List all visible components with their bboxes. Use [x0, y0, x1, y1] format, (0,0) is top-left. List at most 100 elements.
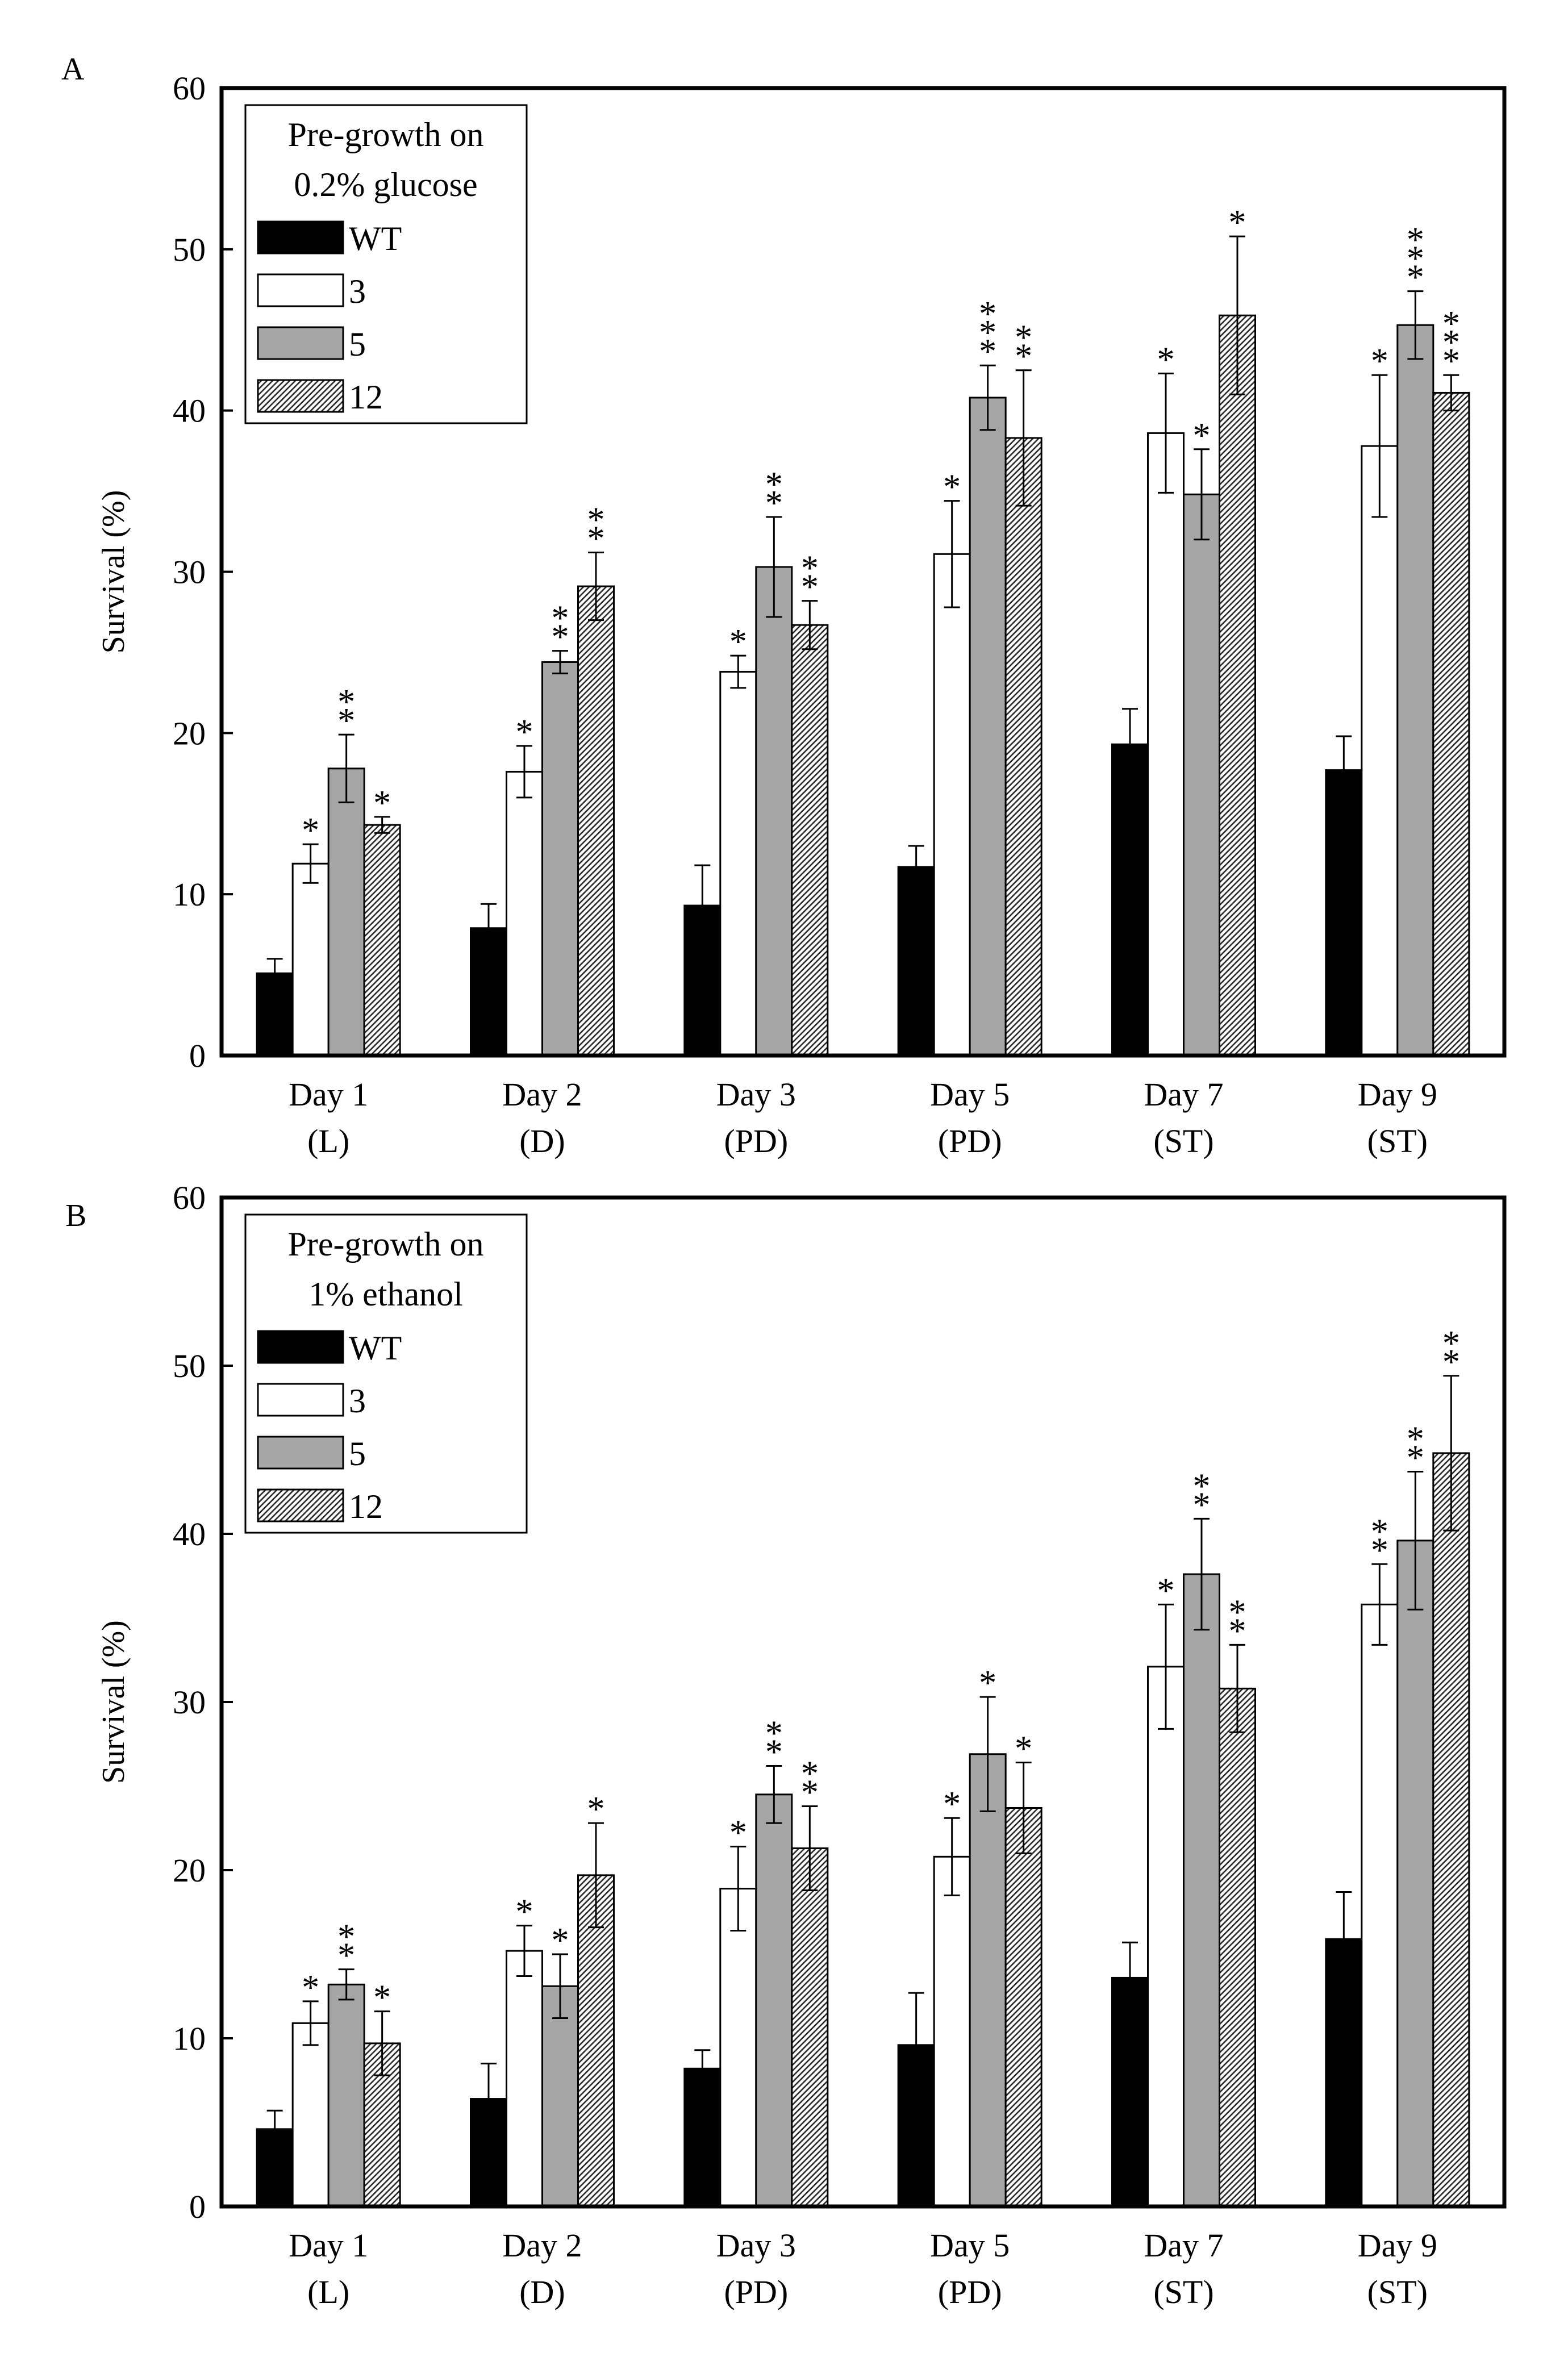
significance-star: *	[516, 713, 533, 752]
x-category-sublabel: (D)	[519, 1123, 565, 1159]
y-tick-label: 20	[173, 1852, 206, 1889]
y-tick-label: 0	[189, 1037, 206, 1074]
bar-12-4	[1219, 314, 1256, 1057]
legend-swatch-3	[257, 1383, 344, 1417]
significance-star: *	[1157, 1571, 1175, 1610]
significance-star: *	[1442, 323, 1460, 362]
bar-5-4	[1183, 1573, 1220, 2208]
significance-star: *	[552, 618, 569, 657]
significance-star: *	[943, 1785, 961, 1824]
bar-wt-5	[1325, 769, 1363, 1057]
x-category-label: Day 2	[502, 1076, 582, 1113]
bar-5-1	[541, 661, 579, 1057]
legend-swatch-wt	[257, 220, 344, 255]
significance-star: *	[1371, 1531, 1388, 1570]
significance-star: *	[1407, 1420, 1424, 1458]
x-category-label: Day 9	[1358, 2227, 1437, 2264]
significance-star: *	[337, 1937, 355, 1975]
legend-title-line1: Pre-growth on	[288, 116, 484, 153]
bar-5-5	[1396, 1540, 1434, 2208]
legend-swatch-5	[257, 326, 344, 360]
significance-star: *	[1157, 340, 1175, 379]
significance-star: *	[1371, 342, 1388, 381]
legend-swatch-12	[257, 1488, 344, 1522]
significance-star: *	[1015, 319, 1032, 357]
significance-star: *	[765, 1733, 783, 1771]
significance-star: *	[587, 500, 605, 539]
legend-label-12: 12	[349, 378, 383, 416]
x-category-sublabel: (L)	[307, 2273, 349, 2310]
legend-box	[244, 104, 528, 424]
x-category-label: Day 9	[1358, 1076, 1437, 1113]
bar-3-1	[506, 770, 543, 1057]
x-category-label: Day 1	[289, 1076, 368, 1113]
bar-3-5	[1361, 445, 1399, 1057]
bar-wt-2	[683, 2067, 722, 2208]
y-tick-label: 50	[173, 231, 206, 268]
x-category-sublabel: (ST)	[1367, 2273, 1428, 2310]
significance-star: *	[979, 332, 996, 371]
significance-star: *	[1407, 240, 1424, 278]
x-category-label: Day 7	[1144, 1076, 1223, 1113]
x-category-sublabel: (L)	[307, 1123, 349, 1159]
bar-5-1	[541, 1985, 579, 2208]
y-tick-label: 40	[173, 393, 206, 429]
legend-swatch-3	[257, 273, 344, 307]
legend-label-wt: WT	[349, 1329, 402, 1367]
significance-star: *	[1015, 337, 1032, 376]
x-category-sublabel: (PD)	[938, 2273, 1002, 2310]
legend-box	[244, 1213, 528, 1534]
panel-letter: A	[61, 52, 85, 87]
significance-star: *	[801, 549, 819, 588]
panel-letter: B	[65, 1198, 86, 1233]
legend-label-5: 5	[349, 1435, 366, 1472]
significance-star: *	[1407, 221, 1424, 260]
legend-swatch-5	[257, 1436, 344, 1470]
significance-star: *	[587, 519, 605, 558]
significance-star: *	[516, 1893, 533, 1932]
bar-3-0	[291, 862, 330, 1057]
significance-star: *	[1193, 416, 1211, 455]
significance-star: *	[1442, 342, 1460, 381]
y-axis-title: Survival (%)	[96, 490, 131, 654]
legend-label-3: 3	[349, 1382, 366, 1420]
bar-5-3	[969, 397, 1007, 1057]
significance-star: *	[729, 1814, 747, 1853]
x-category-sublabel: (ST)	[1153, 2273, 1213, 2310]
bar-wt-4	[1111, 743, 1149, 1057]
bar-3-4	[1147, 1666, 1185, 2208]
legend-label-5: 5	[349, 326, 366, 363]
significance-star: *	[1015, 1730, 1032, 1768]
significance-star: *	[337, 683, 355, 721]
legend-label-12: 12	[349, 1488, 383, 1525]
significance-star: *	[1442, 1343, 1460, 1382]
significance-star: *	[373, 1979, 391, 2017]
y-tick-label: 10	[173, 2020, 206, 2057]
bar-12-5	[1432, 1452, 1470, 2208]
significance-star: *	[765, 465, 783, 504]
significance-star: *	[1407, 1438, 1424, 1477]
x-category-label: Day 1	[289, 2227, 368, 2264]
x-category-label: Day 5	[930, 1076, 1010, 1113]
bar-3-0	[291, 2022, 330, 2208]
x-category-label: Day 3	[716, 2227, 796, 2264]
significance-star: *	[943, 468, 961, 507]
bar-5-0	[327, 767, 365, 1057]
significance-star: *	[979, 1664, 996, 1703]
y-tick-label: 40	[173, 1516, 206, 1553]
legend-swatch-12	[257, 379, 344, 413]
bar-12-2	[791, 624, 829, 1057]
bar-3-5	[1361, 1603, 1399, 2208]
significance-star: *	[1193, 1467, 1211, 1505]
bar-5-0	[327, 1983, 365, 2208]
legend-swatch-wt	[257, 1330, 344, 1364]
x-category-sublabel: (D)	[519, 2273, 565, 2310]
significance-star: *	[1407, 258, 1424, 297]
significance-star: *	[337, 1918, 355, 1956]
y-tick-label: 0	[189, 2188, 206, 2225]
bar-3-3	[933, 1855, 971, 2208]
y-tick-label: 50	[173, 1348, 206, 1384]
